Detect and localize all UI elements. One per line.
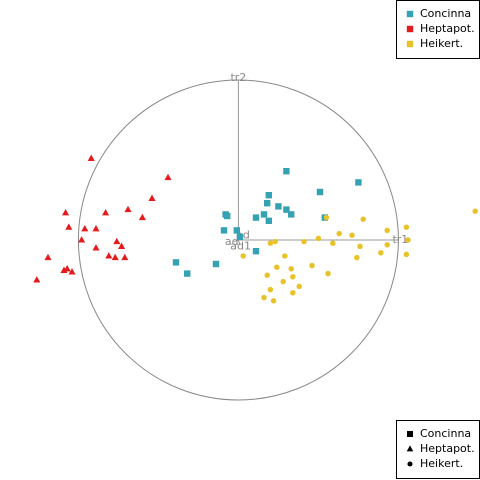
circle-point [315, 235, 322, 242]
circle-point [403, 251, 410, 258]
square-point [407, 431, 413, 437]
square-point [283, 206, 290, 213]
circle-point [325, 270, 331, 277]
square-point [252, 214, 260, 221]
square-point [288, 211, 295, 218]
triangle-point [87, 154, 95, 161]
legend-label: Heptapot. [420, 442, 475, 455]
circle-point [309, 262, 315, 269]
circle-point [280, 278, 286, 285]
square-point [283, 168, 290, 175]
square-point [220, 227, 228, 234]
triangle-point [33, 276, 41, 283]
legend-label: Heikert. [420, 37, 463, 50]
triangle-point [44, 253, 52, 261]
variable-label: tr1 [392, 233, 408, 246]
square-point [172, 259, 180, 266]
triangle-point [118, 242, 126, 249]
triangle-point [62, 208, 70, 216]
square-point [406, 10, 414, 18]
circle-point [296, 283, 302, 290]
circle-point [354, 254, 360, 261]
circle-point [360, 216, 366, 222]
triangle-point [406, 445, 414, 452]
variable-label: ad [225, 235, 239, 248]
triangle-point [124, 205, 132, 213]
circle-point [274, 264, 280, 270]
triangle-point [65, 223, 73, 230]
triangle-point [92, 224, 100, 232]
circle-point [270, 298, 277, 304]
square-point [265, 217, 272, 224]
circle-point [288, 266, 294, 272]
triangle-point [164, 173, 172, 181]
square-point [406, 25, 414, 33]
circle-point [403, 224, 410, 230]
legend-label: Heptapot. [420, 22, 475, 35]
triangle-point [121, 253, 129, 261]
circle-point [272, 238, 278, 245]
circle-point [267, 240, 274, 246]
legend-label: Concinna [420, 7, 471, 20]
circle-point [323, 214, 330, 221]
triangle-point [78, 236, 86, 243]
circle-point [290, 290, 296, 296]
triangle-point [105, 252, 113, 259]
square-point [212, 260, 220, 268]
triangle-point [68, 268, 76, 275]
circle-point [357, 243, 363, 250]
color-legend: Concinna Heptapot. Heikert. [396, 0, 480, 59]
square-point [236, 233, 244, 240]
triangle-point [148, 194, 156, 201]
variable-label: tr2 [230, 71, 246, 84]
square-point [265, 192, 272, 199]
legend-label: Heikert. [420, 457, 463, 470]
legend-label: Concinna [420, 427, 471, 440]
circle-point [384, 242, 390, 248]
circle-point [261, 294, 267, 301]
triangle-point [102, 208, 110, 216]
triangle-point [81, 224, 89, 232]
square-point [406, 40, 414, 48]
square-point [355, 179, 362, 186]
triangle-point [138, 213, 146, 221]
square-point [275, 203, 282, 210]
circle-point [405, 237, 411, 243]
circle-point [349, 232, 355, 238]
square-point [316, 188, 324, 196]
triangle-point [111, 253, 119, 261]
square-point [184, 270, 191, 277]
circle-point [267, 286, 274, 293]
circle-point [472, 208, 478, 214]
variable-label: ad1 [230, 240, 251, 253]
square-point [264, 200, 271, 207]
square-point [224, 212, 231, 220]
circle-point [290, 274, 296, 280]
shape-legend: Concinna Heptapot. Heikert. [396, 420, 480, 479]
triangle-point [113, 237, 121, 245]
triangle-point [60, 266, 68, 273]
variable-arrow [237, 239, 241, 245]
square-point [233, 227, 240, 234]
circle-point [378, 250, 384, 256]
circle-point [301, 238, 307, 245]
triangle-point [92, 244, 100, 251]
circle-point [282, 253, 288, 259]
circle-point [240, 253, 246, 259]
circle-point [264, 272, 270, 278]
square-point [252, 248, 260, 255]
square-point [260, 211, 268, 218]
variable-arrow [233, 239, 239, 243]
circle-point [336, 230, 342, 237]
circle-point [330, 240, 336, 246]
circle-point [384, 227, 390, 234]
circle-point [407, 461, 413, 467]
